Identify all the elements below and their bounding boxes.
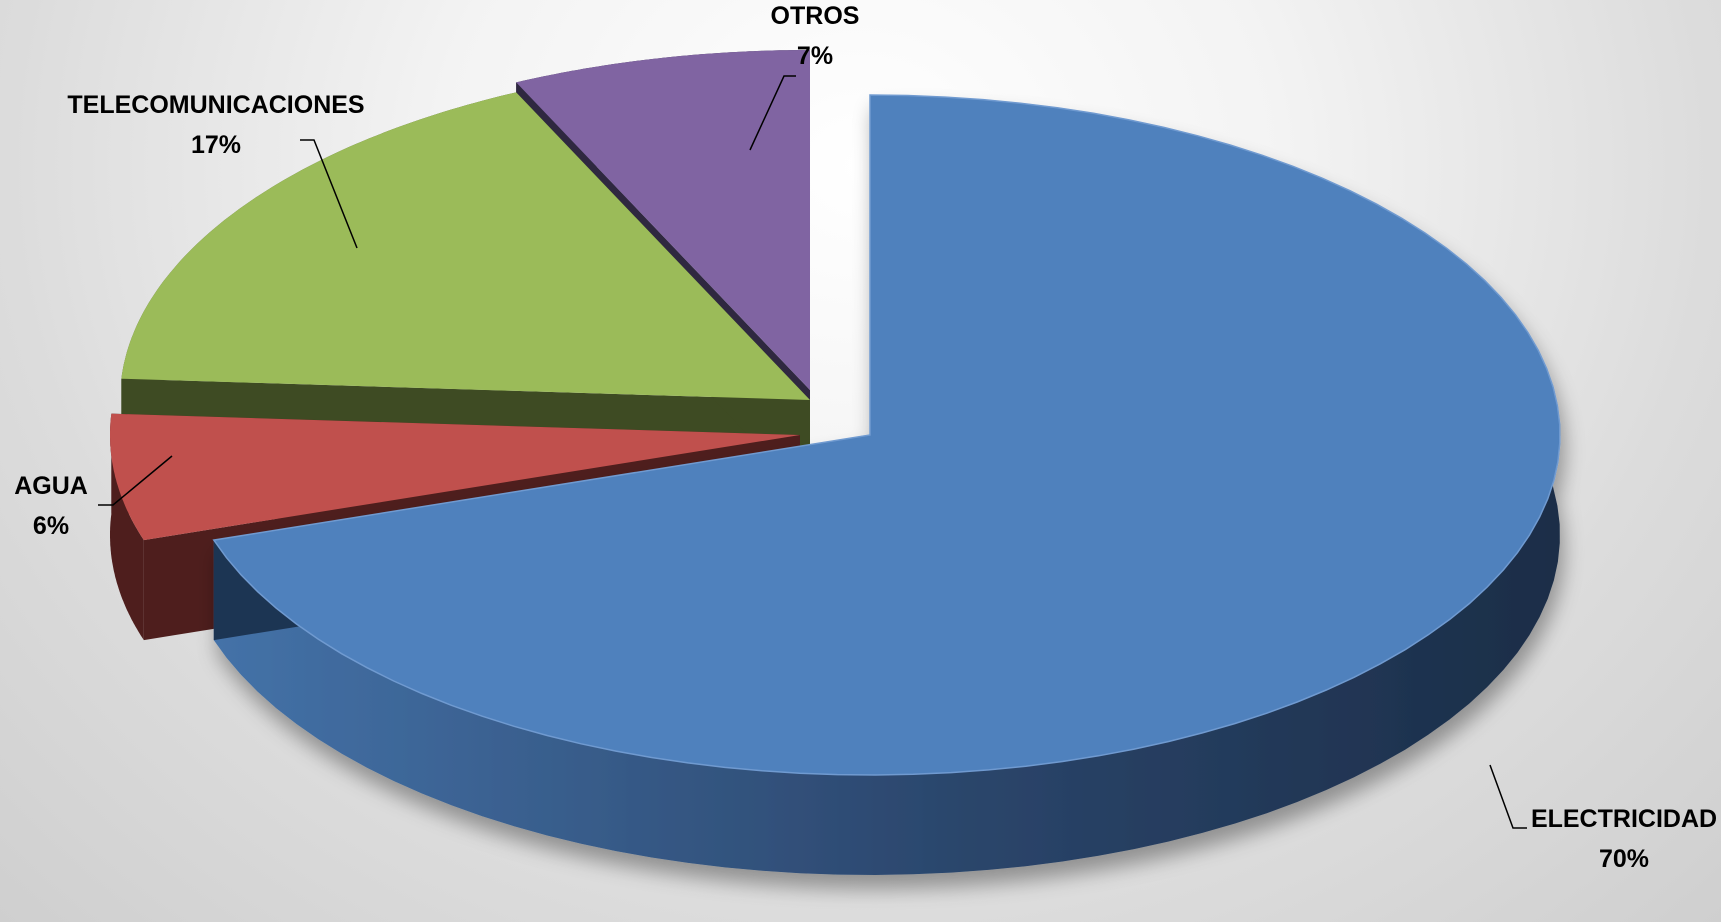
data-label: ELECTRICIDAD 70%	[1489, 764, 1717, 873]
data-label-category: AGUA	[14, 472, 88, 500]
data-label-value: 7%	[797, 42, 833, 70]
data-label-value: 6%	[33, 512, 69, 540]
data-label-value: 17%	[191, 131, 241, 159]
data-label-category: ELECTRICIDAD	[1531, 805, 1717, 833]
data-label-value: 70%	[1599, 845, 1649, 873]
pie-slice-top	[212, 94, 1561, 776]
leader-line	[98, 455, 173, 506]
pie-data-labels: ELECTRICIDAD 70% AGUA 6% TELECOMUNICACIONES 1…	[14, 2, 1717, 873]
data-label: OTROS 7%	[749, 2, 860, 151]
pie-slice-top	[121, 92, 810, 401]
pie-slices	[110, 50, 1561, 875]
data-label: TELECOMUNICACIONES 17%	[67, 91, 365, 249]
leader-line	[300, 139, 358, 249]
data-label-category: OTROS	[771, 2, 860, 30]
pie-slice-side	[110, 413, 144, 641]
pie-slice-top	[516, 50, 810, 390]
data-label: AGUA 6%	[14, 455, 173, 540]
pie-slice	[212, 94, 1561, 875]
data-label-category: TELECOMUNICACIONES	[67, 91, 364, 119]
leader-line	[749, 75, 796, 151]
leader-line	[1489, 764, 1527, 829]
pie-slice-top	[110, 413, 800, 541]
